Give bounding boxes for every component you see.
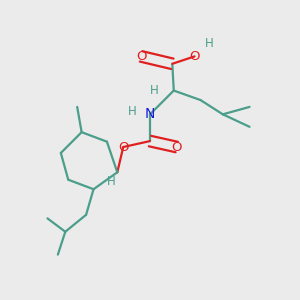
- Text: H: H: [107, 175, 116, 188]
- Text: O: O: [172, 140, 182, 154]
- Text: O: O: [118, 140, 128, 154]
- Text: H: H: [150, 84, 159, 97]
- Text: O: O: [136, 50, 146, 63]
- Text: H: H: [205, 37, 214, 50]
- Text: O: O: [189, 50, 200, 63]
- Text: H: H: [128, 106, 136, 118]
- Text: N: N: [145, 107, 155, 121]
